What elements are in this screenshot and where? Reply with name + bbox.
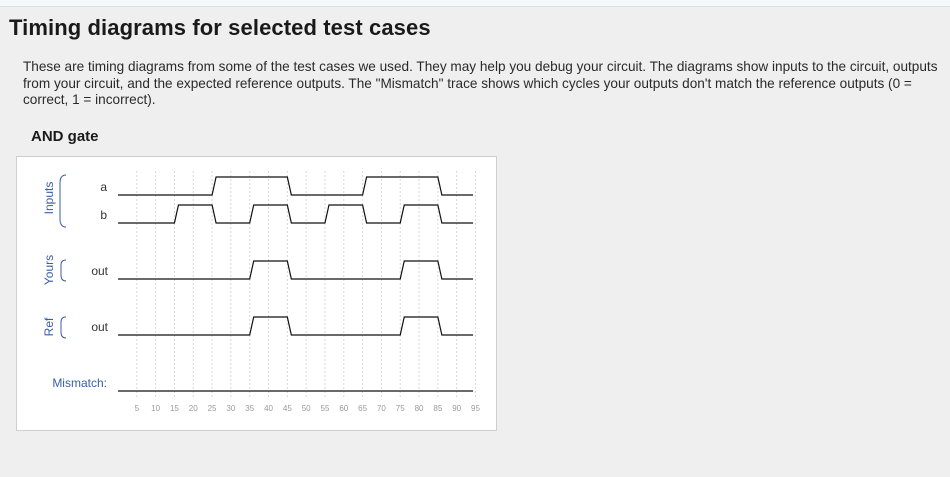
tick-label: 20	[189, 404, 198, 413]
tick-label: 60	[339, 404, 348, 413]
tick-label: 80	[415, 404, 424, 413]
traces	[118, 176, 473, 392]
group-bracket-inputs	[59, 174, 67, 228]
tick-label: 85	[433, 404, 442, 413]
group-label-inputs: Inputs	[42, 182, 56, 215]
tick-label: 50	[302, 404, 311, 413]
signal-label-ref-out: out	[91, 320, 108, 334]
tick-label: 95	[471, 404, 480, 413]
group-bracket-ref	[60, 316, 67, 339]
mismatch-label: Mismatch:	[52, 376, 107, 390]
signal-label-b: b	[100, 208, 107, 222]
group-label-yours: Yours	[42, 255, 56, 285]
tick-label: 30	[226, 404, 235, 413]
tick-label: 10	[151, 404, 160, 413]
tick-label: 5	[135, 404, 140, 413]
group-label-ref: Ref	[42, 317, 56, 336]
time-axis: 5 10 15 20 25 30 35 40 45 50 55 60 65 70 75 80 85 90 95	[135, 404, 481, 413]
trace-yours-out	[118, 260, 473, 280]
tick-label: 40	[264, 404, 273, 413]
trace-inputs-a	[118, 176, 473, 196]
intro-paragraph: These are timing diagrams from some of t…	[23, 59, 938, 107]
signal-label-a: a	[100, 180, 107, 194]
tick-label: 25	[208, 404, 217, 413]
timing-diagram-panel: Inputs Yours Ref a b out out Mismatch: 5…	[16, 156, 497, 431]
tick-label: 55	[321, 404, 330, 413]
tick-label: 45	[283, 404, 292, 413]
timing-diagram: Inputs Yours Ref a b out out Mismatch: 5…	[42, 171, 481, 413]
test-case-title: AND gate	[31, 128, 99, 145]
tick-label: 35	[245, 404, 254, 413]
top-rule	[0, 0, 950, 7]
tick-label: 65	[358, 404, 367, 413]
signal-label-yours-out: out	[91, 264, 108, 278]
page-title: Timing diagrams for selected test cases	[9, 15, 431, 40]
tick-label: 15	[170, 404, 179, 413]
group-bracket-yours	[60, 259, 67, 282]
tick-label: 75	[396, 404, 405, 413]
tick-label: 90	[452, 404, 461, 413]
trace-ref-out	[118, 316, 473, 336]
tick-label: 70	[377, 404, 386, 413]
grid-lines	[136, 171, 476, 397]
trace-inputs-b	[118, 204, 473, 224]
